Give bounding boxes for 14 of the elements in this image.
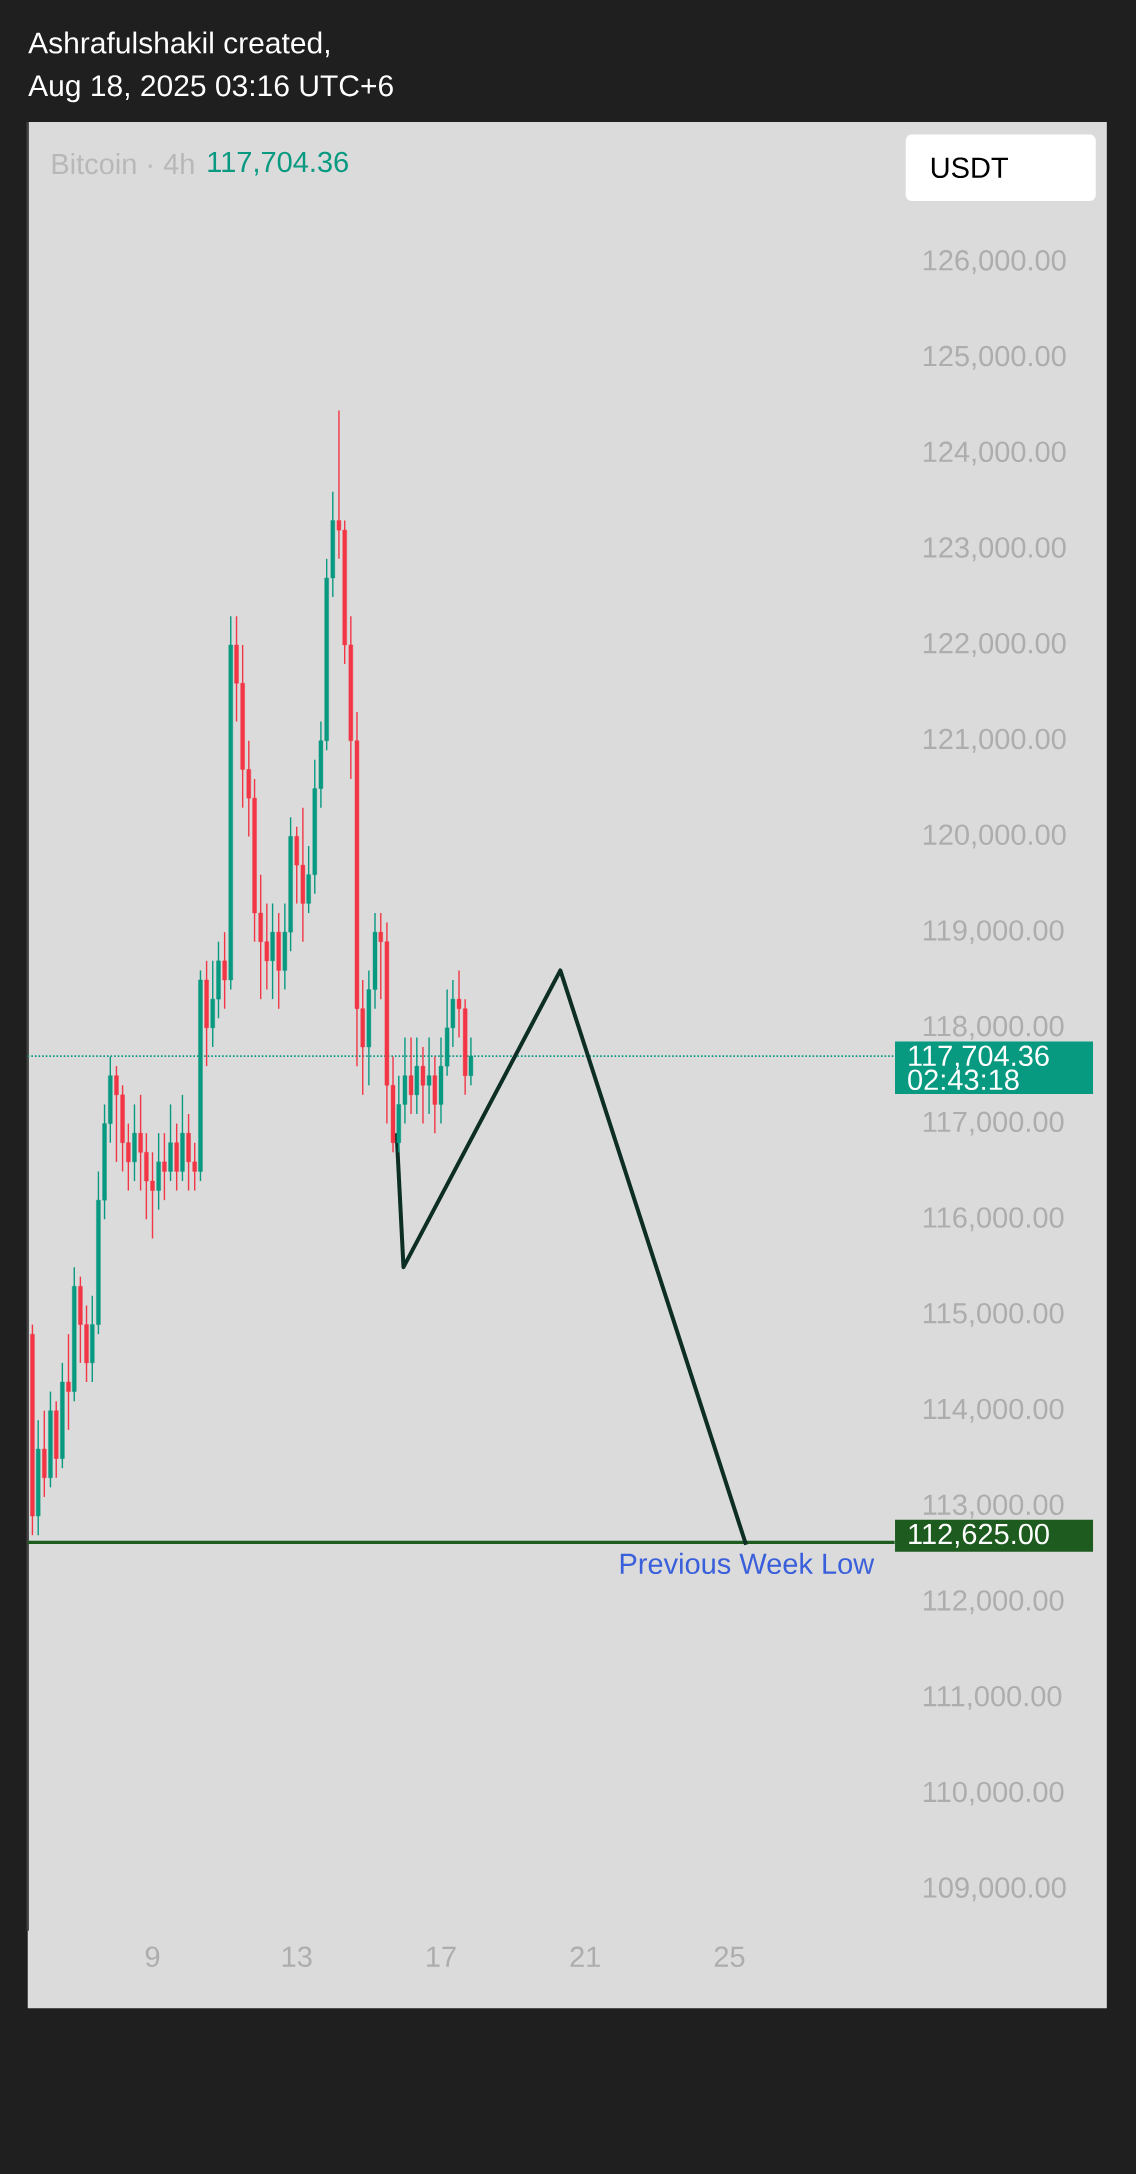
chart-subtitle: Aug 18, 2025 03:16 UTC+6 [28, 75, 393, 103]
annotation: 117,704.36 [208, 151, 348, 176]
candlestick [408, 1036, 414, 1115]
ref-line-label: 117,704.36 [909, 1045, 1049, 1070]
ref-line-label: 112,625.00 [909, 1523, 1049, 1548]
candlestick [162, 1132, 167, 1201]
line-series [394, 968, 749, 1547]
annotation: Previous Week Low [620, 1552, 875, 1575]
text: USDT [931, 157, 1008, 179]
candlestick [66, 1333, 71, 1431]
text: 02:43:18 [908, 1069, 1019, 1091]
candlestick [420, 1046, 426, 1125]
candlestick [222, 931, 227, 1010]
text: Ashrafulshakil created, [28, 31, 329, 58]
